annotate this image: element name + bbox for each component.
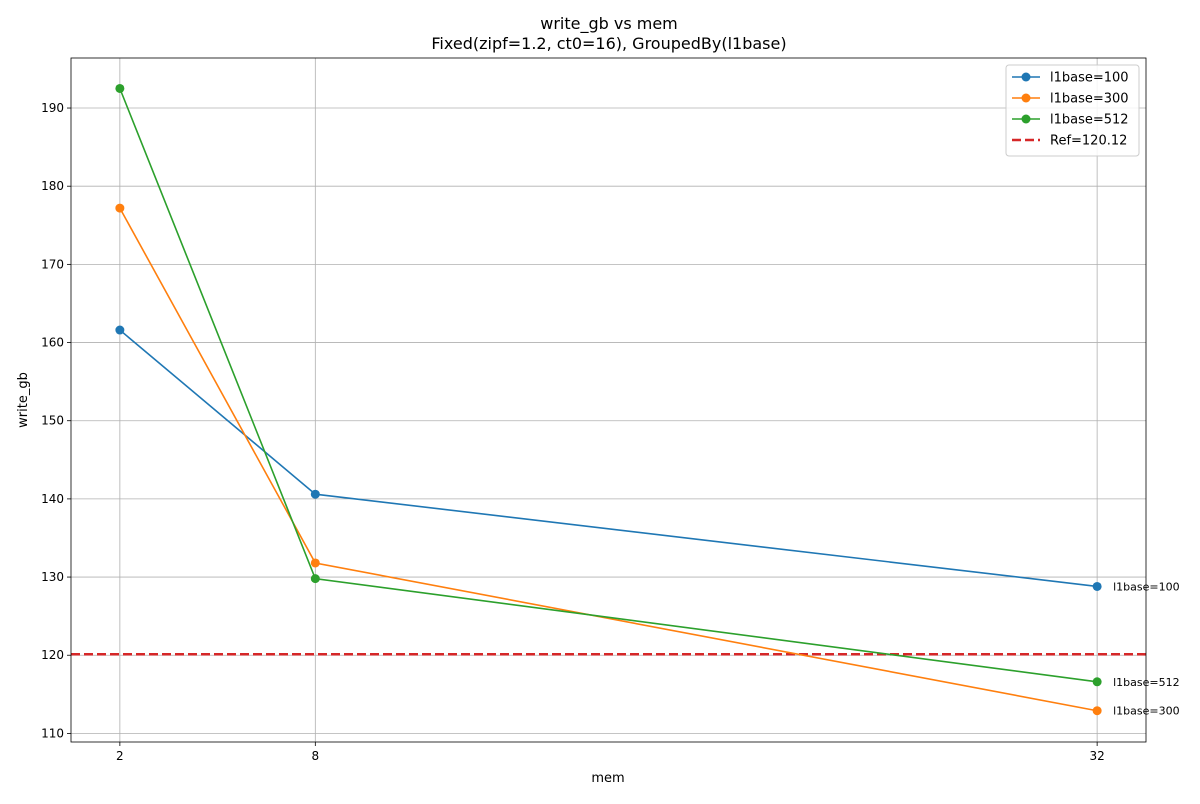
axes: 2 8 32 110 120 130 140 150 160 170 180 190: [41, 57, 1147, 763]
series-layer: [115, 83, 1102, 716]
data-point: [115, 203, 125, 213]
legend-label: l1base=100: [1050, 71, 1129, 86]
series-line-2: [119, 207, 1098, 712]
chart-title: write_gb vs mem: [540, 14, 678, 34]
data-point: [1092, 706, 1102, 716]
y-tick-label: 110: [41, 726, 64, 740]
x-tick-label: 32: [1089, 749, 1104, 763]
grid: [71, 58, 1146, 742]
y-tick-label: 130: [41, 570, 64, 584]
y-tick-label: 140: [41, 492, 64, 506]
x-tick-label: 8: [311, 749, 319, 763]
data-point: [310, 558, 320, 568]
y-tick-label: 120: [41, 648, 64, 662]
legend-swatch-marker: [1021, 72, 1031, 82]
plot-frame: [70, 57, 1147, 743]
y-tick-label: 170: [41, 257, 64, 271]
data-point: [115, 325, 125, 335]
data-point: [115, 83, 125, 93]
legend-swatch-marker: [1021, 114, 1031, 124]
legend-swatch-marker: [1021, 93, 1031, 103]
data-point: [310, 489, 320, 499]
y-tick-label: 150: [41, 414, 64, 428]
x-tick-label: 2: [116, 749, 124, 763]
series-line-3: [119, 88, 1098, 683]
data-point: [1092, 581, 1102, 591]
legend-label: l1base=300: [1050, 92, 1129, 107]
data-point: [1092, 677, 1102, 687]
legend-label: Ref=120.12: [1050, 134, 1127, 149]
y-axis-label: write_gb: [16, 372, 31, 428]
legend: l1base=100 l1base=300 l1base=512 Ref=120.12: [1005, 64, 1140, 157]
data-point: [310, 574, 320, 584]
y-tick-label: 160: [41, 336, 64, 350]
y-tick-label: 180: [41, 179, 64, 193]
legend-label: l1base=512: [1050, 113, 1129, 128]
legend-box: [1005, 64, 1140, 157]
y-tick-label: 190: [41, 101, 64, 115]
x-axis-label: mem: [591, 771, 624, 786]
chart-subtitle: Fixed(zipf=1.2, ct0=16), GroupedBy(l1bas…: [431, 34, 786, 53]
